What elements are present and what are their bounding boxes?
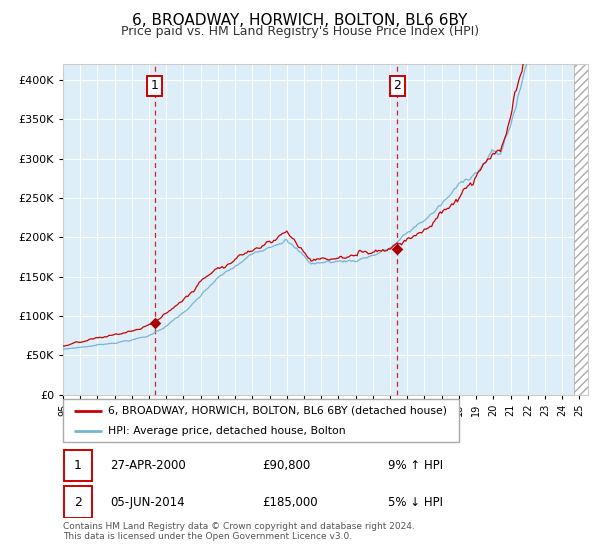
Text: Contains HM Land Registry data © Crown copyright and database right 2024.
This d: Contains HM Land Registry data © Crown c… bbox=[63, 522, 415, 542]
FancyBboxPatch shape bbox=[63, 399, 460, 442]
Text: 1: 1 bbox=[151, 80, 158, 92]
Text: 27-APR-2000: 27-APR-2000 bbox=[110, 459, 186, 472]
Point bbox=[392, 245, 402, 254]
FancyBboxPatch shape bbox=[64, 487, 92, 518]
Text: 6, BROADWAY, HORWICH, BOLTON, BL6 6BY (detached house): 6, BROADWAY, HORWICH, BOLTON, BL6 6BY (d… bbox=[107, 406, 446, 416]
Text: 2: 2 bbox=[394, 80, 401, 92]
Text: 2: 2 bbox=[74, 496, 82, 508]
FancyBboxPatch shape bbox=[64, 450, 92, 482]
Text: Price paid vs. HM Land Registry's House Price Index (HPI): Price paid vs. HM Land Registry's House … bbox=[121, 25, 479, 38]
Text: 1: 1 bbox=[74, 459, 82, 472]
Text: 5% ↓ HPI: 5% ↓ HPI bbox=[389, 496, 443, 508]
Text: 9% ↑ HPI: 9% ↑ HPI bbox=[389, 459, 443, 472]
Text: £185,000: £185,000 bbox=[263, 496, 318, 508]
Text: 05-JUN-2014: 05-JUN-2014 bbox=[110, 496, 185, 508]
Point bbox=[150, 319, 160, 328]
Text: £90,800: £90,800 bbox=[263, 459, 311, 472]
Text: 6, BROADWAY, HORWICH, BOLTON, BL6 6BY: 6, BROADWAY, HORWICH, BOLTON, BL6 6BY bbox=[133, 13, 467, 28]
Text: HPI: Average price, detached house, Bolton: HPI: Average price, detached house, Bolt… bbox=[107, 427, 345, 436]
Bar bbox=[574, 64, 588, 395]
